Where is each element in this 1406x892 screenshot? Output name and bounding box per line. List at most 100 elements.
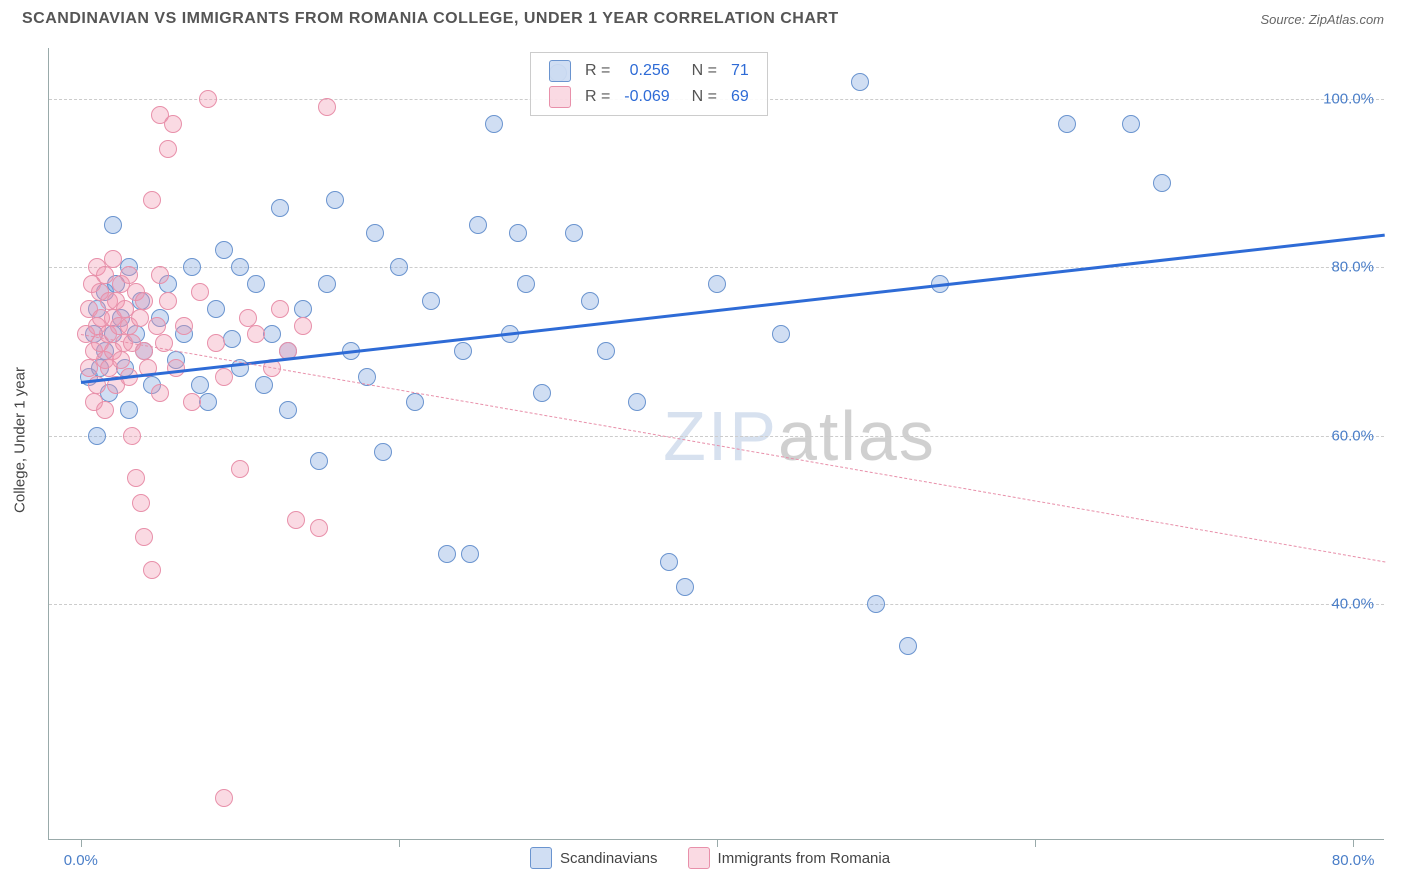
scatter-point — [565, 224, 583, 242]
gridline-h — [49, 436, 1384, 437]
scatter-point — [271, 199, 289, 217]
scatter-point — [215, 368, 233, 386]
scatter-point — [96, 401, 114, 419]
chart-title: SCANDINAVIAN VS IMMIGRANTS FROM ROMANIA … — [22, 10, 839, 28]
scatter-point — [390, 258, 408, 276]
x-tick — [1035, 839, 1036, 847]
gridline-h — [49, 604, 1384, 605]
series-legend: Scandinavians Immigrants from Romania — [530, 847, 890, 869]
scatter-point — [1153, 174, 1171, 192]
scatter-point — [517, 275, 535, 293]
scatter-point — [310, 452, 328, 470]
scatter-point — [123, 427, 141, 445]
title-bar: SCANDINAVIAN VS IMMIGRANTS FROM ROMANIA … — [0, 0, 1406, 36]
scatter-point — [135, 528, 153, 546]
x-tick — [717, 839, 718, 847]
scatter-point — [772, 325, 790, 343]
scatter-point — [1058, 115, 1076, 133]
scatter-point — [120, 401, 138, 419]
scatter-point — [231, 258, 249, 276]
scatter-point — [199, 90, 217, 108]
scatter-point — [899, 637, 917, 655]
x-tick-label: 80.0% — [1332, 852, 1375, 869]
scatter-point — [191, 376, 209, 394]
source-label: Source: ZipAtlas.com — [1260, 12, 1384, 27]
scatter-point — [215, 789, 233, 807]
scatter-point — [132, 494, 150, 512]
scatter-point — [454, 342, 472, 360]
scatter-point — [231, 460, 249, 478]
scatter-point — [326, 191, 344, 209]
scatter-point — [127, 469, 145, 487]
scatter-point — [676, 578, 694, 596]
legend-swatch — [549, 60, 571, 82]
scatter-point — [1122, 115, 1140, 133]
scatter-point — [708, 275, 726, 293]
scatter-point — [112, 351, 130, 369]
trend-line — [81, 334, 1385, 562]
scatter-point — [148, 317, 166, 335]
scatter-point — [438, 545, 456, 563]
scatter-point — [143, 561, 161, 579]
x-tick — [81, 839, 82, 847]
scatter-point — [159, 292, 177, 310]
scatter-point — [120, 266, 138, 284]
scatter-point — [660, 553, 678, 571]
legend-swatch — [688, 847, 710, 869]
scatter-point — [628, 393, 646, 411]
legend-swatch — [530, 847, 552, 869]
scatter-point — [159, 140, 177, 158]
scatter-point — [271, 300, 289, 318]
scatter-point — [509, 224, 527, 242]
scatter-point — [164, 115, 182, 133]
scatter-point — [597, 342, 615, 360]
legend-item: Scandinavians — [530, 847, 658, 869]
scatter-point — [310, 519, 328, 537]
scatter-point — [215, 241, 233, 259]
scatter-point — [533, 384, 551, 402]
legend-label: Immigrants from Romania — [718, 850, 891, 867]
scatter-point — [104, 250, 122, 268]
legend-item: Immigrants from Romania — [688, 847, 891, 869]
scatter-point — [406, 393, 424, 411]
scatter-point — [851, 73, 869, 91]
scatter-point — [581, 292, 599, 310]
scatter-point — [207, 300, 225, 318]
scatter-point — [143, 191, 161, 209]
scatter-point — [88, 427, 106, 445]
scatter-point — [318, 98, 336, 116]
x-tick-label: 0.0% — [64, 852, 98, 869]
scatter-point — [366, 224, 384, 242]
scatter-point — [223, 330, 241, 348]
scatter-chart: ZIPatlas 40.0%60.0%80.0%100.0%0.0%80.0%R… — [48, 48, 1384, 840]
y-axis-title: College, Under 1 year — [12, 367, 29, 513]
scatter-point — [469, 216, 487, 234]
scatter-point — [183, 393, 201, 411]
scatter-point — [294, 317, 312, 335]
scatter-point — [104, 216, 122, 234]
scatter-point — [239, 309, 257, 327]
scatter-point — [191, 283, 209, 301]
scatter-point — [247, 275, 265, 293]
correlation-legend: R =0.256N =71R =-0.069N =69 — [530, 52, 768, 116]
scatter-point — [287, 511, 305, 529]
scatter-point — [151, 266, 169, 284]
scatter-point — [422, 292, 440, 310]
scatter-point — [247, 325, 265, 343]
y-tick-label: 100.0% — [1323, 90, 1374, 107]
scatter-point — [207, 334, 225, 352]
scatter-point — [199, 393, 217, 411]
scatter-point — [867, 595, 885, 613]
scatter-point — [461, 545, 479, 563]
scatter-point — [294, 300, 312, 318]
scatter-point — [255, 376, 273, 394]
scatter-point — [167, 359, 185, 377]
scatter-point — [263, 325, 281, 343]
scatter-point — [485, 115, 503, 133]
scatter-point — [183, 258, 201, 276]
scatter-point — [131, 309, 149, 327]
x-tick — [1353, 839, 1354, 847]
gridline-h — [49, 267, 1384, 268]
scatter-point — [151, 384, 169, 402]
scatter-point — [135, 292, 153, 310]
